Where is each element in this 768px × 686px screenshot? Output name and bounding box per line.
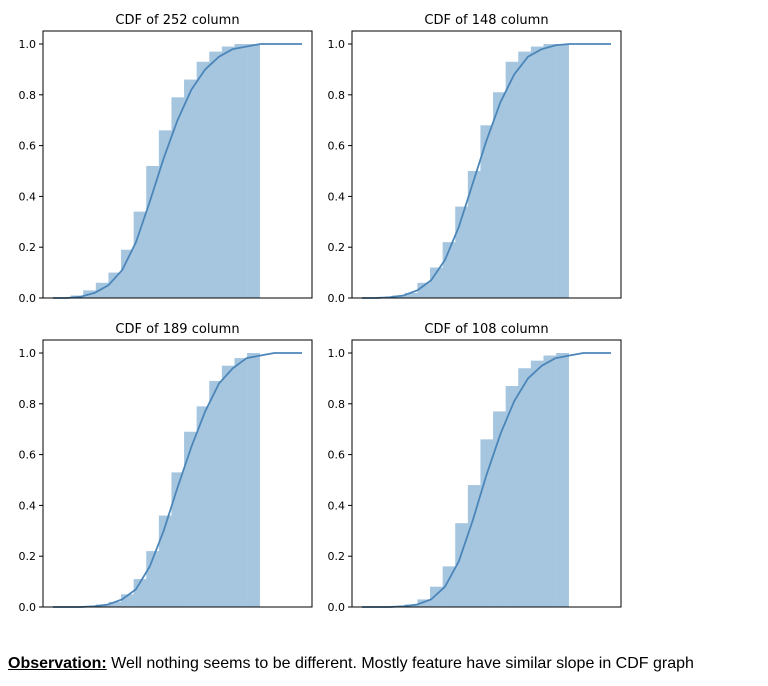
chart-title: CDF of 189 column xyxy=(115,322,239,337)
y-tick-label: 0.4 xyxy=(19,190,37,203)
histogram-bar xyxy=(234,358,248,607)
y-tick-label: 0.2 xyxy=(19,550,37,563)
y-tick-label: 1.0 xyxy=(328,347,346,360)
y-axis-ticks: 0.0 0.2 0.4 0.6 0.8 1.0 xyxy=(328,347,352,614)
histogram-bars xyxy=(404,353,569,607)
histogram-bar xyxy=(417,282,431,298)
histogram-bar xyxy=(493,92,506,298)
y-tick-label: 0.8 xyxy=(328,89,346,102)
histogram-bar xyxy=(184,79,197,298)
histogram-bar xyxy=(121,249,134,298)
histogram-bar xyxy=(404,292,418,298)
histogram-bar xyxy=(467,485,481,607)
cdf-curve-line xyxy=(53,352,302,608)
histogram-bar xyxy=(108,272,122,298)
cdf-curve-line xyxy=(53,43,302,299)
cdf-chart-4: 0.0 0.2 0.4 0.6 0.8 1.0 CDF of 108 column xyxy=(328,322,622,614)
cdf-chart-3: 0.0 0.2 0.4 0.6 0.8 1.0 CDF of 189 column xyxy=(19,322,313,614)
histogram-bar xyxy=(518,368,532,607)
histogram-bar xyxy=(171,472,185,607)
y-tick-label: 0.8 xyxy=(328,398,346,411)
histogram-bar xyxy=(442,566,456,607)
histogram-bar xyxy=(209,51,223,299)
histogram-bar xyxy=(530,360,544,607)
y-axis-ticks: 0.0 0.2 0.4 0.6 0.8 1.0 xyxy=(328,38,352,305)
histogram-bar xyxy=(184,431,197,607)
y-tick-label: 0.0 xyxy=(19,292,37,305)
y-tick-label: 0.2 xyxy=(328,550,346,563)
y-tick-label: 0.8 xyxy=(19,398,37,411)
y-tick-label: 0.2 xyxy=(19,241,37,254)
histogram-bar xyxy=(430,267,443,298)
plot-frame xyxy=(42,339,313,608)
histogram-bar xyxy=(505,386,519,607)
histogram-bar xyxy=(417,599,431,607)
y-tick-label: 1.0 xyxy=(19,38,37,51)
plot-frame xyxy=(351,30,622,299)
histogram-bar xyxy=(158,515,172,607)
histogram-bar xyxy=(247,353,260,607)
y-tick-label: 0.6 xyxy=(328,449,346,462)
observation-body: Well nothing seems to be different. Most… xyxy=(106,655,694,672)
plot-frame xyxy=(351,339,622,608)
observation-text: Observation: Well nothing seems to be di… xyxy=(8,655,694,673)
histogram-bar xyxy=(543,355,557,607)
histogram-bar xyxy=(221,365,235,607)
y-tick-label: 0.8 xyxy=(19,89,37,102)
histogram-bar xyxy=(158,130,172,298)
histogram-bars xyxy=(70,44,260,299)
histogram-bar xyxy=(530,46,544,298)
y-tick-label: 1.0 xyxy=(328,38,346,51)
cdf-curve-line xyxy=(362,43,611,299)
y-tick-label: 1.0 xyxy=(19,347,37,360)
y-tick-label: 0.4 xyxy=(328,190,346,203)
histogram-bar xyxy=(480,125,494,298)
chart-title: CDF of 108 column xyxy=(424,322,548,337)
histogram-bar xyxy=(171,97,185,298)
plot-frame xyxy=(42,30,313,299)
y-axis-ticks: 0.0 0.2 0.4 0.6 0.8 1.0 xyxy=(19,38,43,305)
histogram-bar xyxy=(108,601,122,607)
histogram-bar xyxy=(221,46,235,298)
histogram-bar xyxy=(234,44,248,298)
histogram-bar xyxy=(505,61,519,298)
chart-title: CDF of 148 column xyxy=(424,13,548,28)
histogram-bar xyxy=(196,406,210,607)
histogram-bar xyxy=(133,579,147,607)
histogram-bar xyxy=(493,411,506,607)
y-axis-ticks: 0.0 0.2 0.4 0.6 0.8 1.0 xyxy=(19,347,43,614)
histogram-bar xyxy=(247,44,260,298)
histogram-bar xyxy=(480,439,494,607)
cdf-chart-1: 0.0 0.2 0.4 0.6 0.8 1.0 CDF of 252 column xyxy=(19,13,313,305)
chart-title: CDF of 252 column xyxy=(115,13,239,28)
y-tick-label: 0.0 xyxy=(328,601,346,614)
y-tick-label: 0.6 xyxy=(19,449,37,462)
histogram-bar xyxy=(146,165,160,298)
y-tick-label: 0.6 xyxy=(19,140,37,153)
y-tick-label: 0.0 xyxy=(328,292,346,305)
y-tick-label: 0.6 xyxy=(328,140,346,153)
y-tick-label: 0.0 xyxy=(19,601,37,614)
histogram-bars xyxy=(95,353,260,607)
y-tick-label: 0.4 xyxy=(328,499,346,512)
histogram-bar xyxy=(196,61,210,298)
histogram-bar xyxy=(518,51,532,299)
histogram-bar xyxy=(556,353,569,607)
y-tick-label: 0.2 xyxy=(328,241,346,254)
y-tick-label: 0.4 xyxy=(19,499,37,512)
histogram-bars xyxy=(392,44,569,299)
histogram-bar xyxy=(467,171,481,298)
histogram-bar xyxy=(133,211,147,298)
histogram-bar xyxy=(556,44,569,298)
observation-label: Observation: xyxy=(8,655,107,672)
cdf-curve-line xyxy=(362,352,611,608)
histogram-bar xyxy=(209,380,223,607)
cdf-chart-2: 0.0 0.2 0.4 0.6 0.8 1.0 CDF of 148 column xyxy=(328,13,622,305)
histogram-bar xyxy=(543,44,557,298)
